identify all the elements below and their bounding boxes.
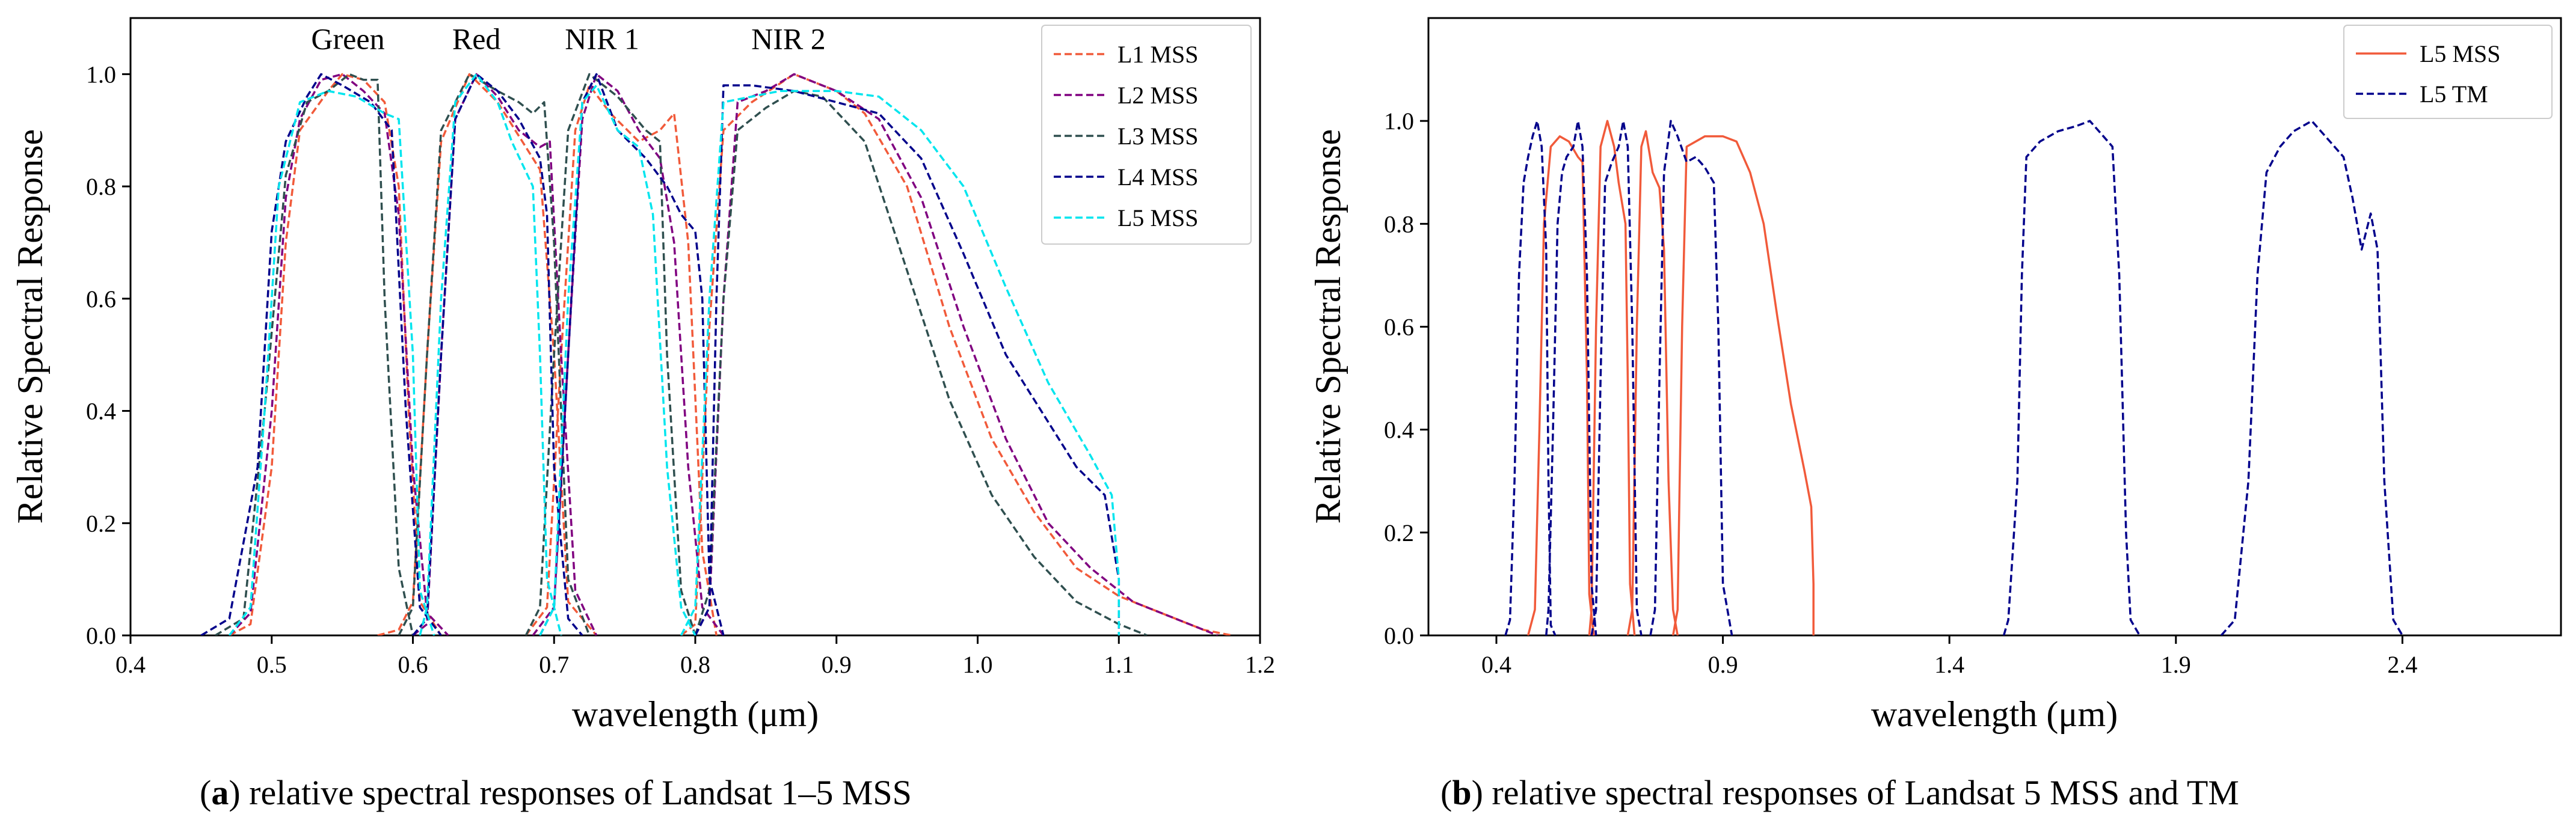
band-label-green: Green [311, 22, 384, 55]
band-label-nir-2: NIR 2 [751, 22, 826, 55]
chart-a-series-l4-mss-band-4 [694, 84, 1120, 635]
chart-a-series-group [200, 73, 1232, 635]
legend-label-l5-tm: L5 TM [2420, 81, 2488, 108]
x-tick-label: 1.4 [1934, 651, 1964, 678]
chart-b: 0.4 0.9 1.4 1.9 2.4 0.0 0.2 0.4 0.6 0.8 1.0 wavel… [1308, 17, 2562, 734]
chart-a-band-labels: Green Red NIR 1 NIR 2 [311, 22, 825, 55]
chart-b-series-group [1504, 120, 2403, 635]
caption-a-text: relative spectral responses of Landsat 1… [249, 773, 912, 812]
chart-b-series-l5-mss-band-1 [1527, 135, 1595, 635]
chart-a-x-ticks: 0.4 0.5 0.6 0.7 0.8 0.9 1.0 1.1 1.2 [115, 635, 1275, 678]
x-tick-label: 0.8 [680, 651, 710, 678]
chart-a-y-axis-label: Relative Spectral Response [10, 129, 50, 524]
chart-a-series-l5-mss-band-4 [680, 90, 1120, 635]
x-tick-label: 1.9 [2161, 651, 2191, 678]
y-tick-label: 0.4 [1384, 417, 1414, 444]
chart-a-series-l1-mss-band-4 [680, 73, 1232, 635]
chart-a-series-l4-mss-band-2 [412, 73, 583, 635]
chart-b-legend-box [2343, 25, 2553, 119]
y-tick-label: 0.8 [86, 173, 116, 200]
chart-b-series-l5-tm-band-3 [1590, 120, 1643, 635]
chart-a-series-l4-mss-band-1 [200, 73, 442, 635]
chart-a-series-l3-mss-band-3 [524, 73, 696, 635]
y-tick-label: 0.6 [1384, 314, 1414, 341]
chart-a-series-l5-mss-band-1 [228, 90, 435, 635]
chart-a-series-l3-mss-band-2 [398, 73, 591, 635]
chart-b-series-l5-mss-band-4 [1671, 135, 1815, 635]
x-tick-label: 0.9 [822, 651, 852, 678]
chart-b-x-ticks: 0.4 0.9 1.4 1.9 2.4 [1481, 635, 2417, 678]
chart-a-series-l1-mss-band-2 [377, 73, 598, 635]
caption-b: (b) relative spectral responses of Lands… [1440, 773, 2239, 812]
y-tick-label: 0.2 [86, 510, 116, 537]
legend-label-l2-mss: L2 MSS [1117, 82, 1199, 109]
y-tick-label: 0.8 [1384, 210, 1414, 237]
caption-a: (a) relative spectral responses of Lands… [200, 773, 912, 812]
x-tick-label: 0.7 [539, 651, 569, 678]
x-tick-label: 1.1 [1104, 651, 1134, 678]
legend-label-l5-mss: L5 MSS [1117, 204, 1199, 231]
chart-b-plot-area [1427, 17, 2562, 637]
y-tick-label: 1.0 [1384, 108, 1414, 135]
x-tick-label: 0.9 [1708, 651, 1738, 678]
chart-a: 0.4 0.5 0.6 0.7 0.8 0.9 1.0 1.1 1.2 0.0 0.2 0.4 0.6… [10, 17, 1275, 734]
y-tick-label: 1.0 [86, 61, 116, 88]
chart-a-series-l3-mss-band-4 [694, 90, 1148, 635]
chart-b-series-l5-tm-band-1 [1504, 120, 1557, 635]
chart-b-x-axis-label: wavelength (μm) [1871, 694, 2118, 734]
chart-a-series-l4-mss-band-3 [539, 73, 725, 635]
legend-label-l3-mss: L3 MSS [1117, 123, 1199, 150]
chart-a-series-l5-mss-band-3 [539, 84, 696, 635]
legend-label-l5-mss: L5 MSS [2420, 40, 2501, 67]
band-label-nir-1: NIR 1 [565, 22, 639, 55]
chart-b-legend: L5 MSS L5 TM [2343, 25, 2553, 119]
x-tick-label: 0.5 [257, 651, 287, 678]
caption-b-text: relative spectral responses of Landsat 5… [1492, 773, 2239, 812]
y-tick-label: 0.6 [86, 286, 116, 313]
chart-b-series-l5-tm-band-6 [2220, 120, 2403, 635]
caption-b-letter: b [1452, 773, 1472, 812]
x-tick-label: 0.4 [115, 651, 146, 678]
y-tick-label: 0.0 [1384, 622, 1414, 649]
x-tick-label: 1.2 [1245, 651, 1275, 678]
chart-b-y-axis-label: Relative Spectral Response [1308, 129, 1348, 524]
y-tick-label: 0.0 [86, 622, 116, 649]
legend-label-l4-mss: L4 MSS [1117, 164, 1199, 191]
x-tick-label: 2.4 [2387, 651, 2417, 678]
chart-b-series-l5-mss-band-2 [1588, 120, 1636, 635]
chart-a-y-ticks: 0.0 0.2 0.4 0.6 0.8 1.0 [86, 61, 131, 649]
chart-a-series-l2-mss-band-1 [229, 73, 449, 635]
chart-b-series-l5-mss-band-3 [1626, 130, 1679, 635]
legend-label-l1-mss: L1 MSS [1117, 41, 1199, 68]
chart-a-series-l2-mss-band-4 [694, 73, 1219, 635]
chart-a-legend: L1 MSS L2 MSS L3 MSS L4 MSS L5 MSS [1041, 25, 1252, 245]
x-tick-label: 0.6 [398, 651, 428, 678]
chart-b-series-l5-tm-band-5 [2002, 120, 2141, 635]
chart-a-legend-box [1041, 25, 1252, 245]
y-tick-label: 0.2 [1384, 519, 1414, 546]
band-label-red: Red [452, 22, 501, 55]
x-tick-label: 0.4 [1481, 651, 1511, 678]
chart-b-y-ticks: 0.0 0.2 0.4 0.6 0.8 1.0 [1384, 108, 1428, 649]
chart-b-series-l5-tm-band-2 [1545, 120, 1597, 635]
y-tick-label: 0.4 [86, 398, 116, 425]
x-tick-label: 1.0 [963, 651, 993, 678]
chart-a-series-l1-mss-band-1 [229, 73, 442, 635]
chart-a-x-axis-label: wavelength (μm) [572, 694, 819, 734]
caption-a-letter: a [211, 773, 229, 812]
